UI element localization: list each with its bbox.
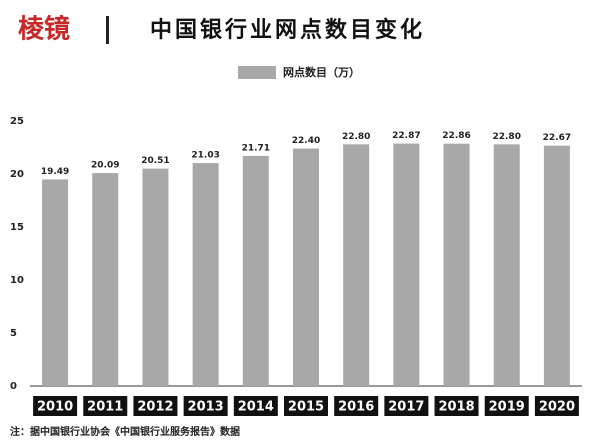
x-tick-label: 2014 xyxy=(238,400,274,415)
x-tick-label: 2018 xyxy=(438,400,474,415)
legend-swatch xyxy=(238,66,276,79)
data-label: 19.49 xyxy=(41,167,69,177)
x-tick-label: 2016 xyxy=(338,400,374,415)
x-tick-label: 2017 xyxy=(388,400,424,415)
x-tick-label: 2012 xyxy=(137,400,173,415)
bar xyxy=(293,148,319,386)
x-tick-label: 2019 xyxy=(489,400,525,415)
data-label: 22.80 xyxy=(492,132,520,142)
data-label: 22.80 xyxy=(342,132,370,142)
data-label: 22.40 xyxy=(292,136,320,146)
x-tick-box xyxy=(83,396,128,416)
x-tick-label: 2015 xyxy=(288,400,324,415)
x-tick-label: 2010 xyxy=(37,400,73,415)
bar xyxy=(393,143,420,386)
x-tick-box xyxy=(233,396,278,416)
y-tick-label: 20 xyxy=(10,169,24,180)
x-tick-box xyxy=(484,396,529,416)
y-tick-label: 0 xyxy=(10,381,17,392)
x-tick-box xyxy=(334,396,379,416)
bar xyxy=(242,155,269,386)
bar xyxy=(493,144,520,386)
x-tick-box xyxy=(33,396,78,416)
data-label: 20.09 xyxy=(91,161,119,171)
data-label: 20.51 xyxy=(141,156,169,166)
data-label: 22.86 xyxy=(442,131,470,141)
x-tick-box xyxy=(434,396,479,416)
x-tick-box xyxy=(133,396,178,416)
data-label: 22.67 xyxy=(543,133,571,143)
x-tick-box xyxy=(183,396,228,416)
bar xyxy=(92,173,119,386)
bar xyxy=(42,179,69,386)
bar xyxy=(543,145,570,386)
x-tick-box xyxy=(284,396,328,416)
logo: 棱镜 xyxy=(18,14,70,45)
x-tick-label: 2020 xyxy=(539,400,575,415)
data-label: 21.71 xyxy=(242,143,270,153)
x-tick-label: 2013 xyxy=(188,400,224,415)
x-tick-box xyxy=(534,396,579,416)
separator xyxy=(106,16,109,44)
y-tick-label: 10 xyxy=(10,275,24,286)
bar xyxy=(192,163,219,386)
footnote: 注：据中国银行业协会《中国银行业服务报告》数据 xyxy=(10,425,240,438)
bar xyxy=(343,144,370,386)
x-tick-label: 2011 xyxy=(87,400,123,415)
bar xyxy=(443,143,470,386)
x-tick-box xyxy=(384,396,429,416)
data-label: 21.03 xyxy=(191,151,219,161)
y-tick-label: 15 xyxy=(10,222,24,233)
chart-title: 中国银行业网点数目变化 xyxy=(150,17,425,43)
data-label: 22.87 xyxy=(392,131,420,141)
y-tick-label: 25 xyxy=(10,116,24,127)
legend-label: 网点数目（万） xyxy=(283,65,360,79)
bar xyxy=(142,168,169,386)
y-tick-label: 5 xyxy=(10,328,17,339)
